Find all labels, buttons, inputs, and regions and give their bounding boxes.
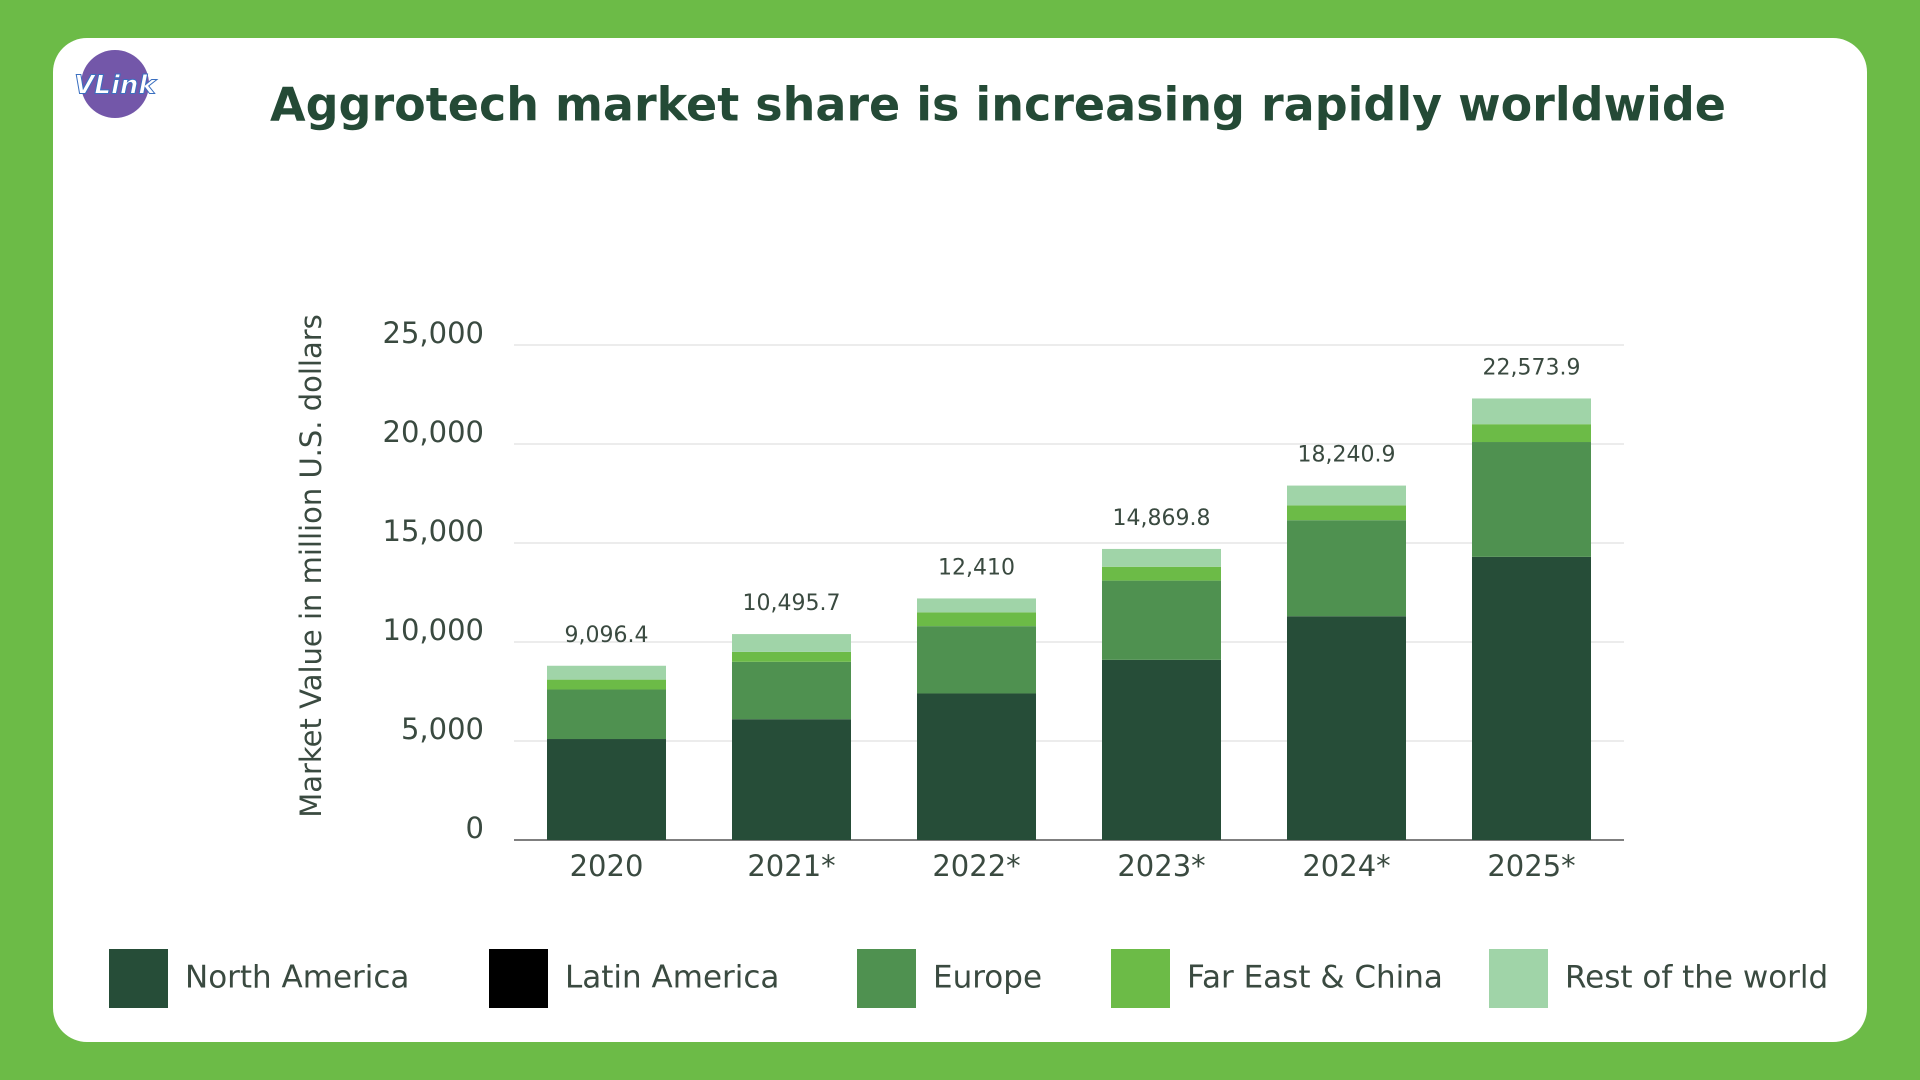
x-tick-label: 2020 bbox=[570, 849, 644, 883]
legend-label: Rest of the world bbox=[1565, 960, 1828, 996]
bar-segment bbox=[1472, 424, 1591, 443]
legend-swatch bbox=[1111, 949, 1170, 1008]
bar-segment bbox=[1287, 505, 1406, 521]
legend-label: Latin America bbox=[565, 960, 779, 996]
bar-segment bbox=[732, 719, 851, 840]
legend-swatch bbox=[857, 949, 916, 1008]
x-tick-label: 2021* bbox=[747, 849, 835, 883]
total-label: 14,869.8 bbox=[1113, 506, 1211, 531]
y-axis-label: Market Value in million U.S. dollars bbox=[294, 314, 328, 818]
bar-segment bbox=[917, 693, 1036, 840]
legend-swatch bbox=[489, 949, 548, 1008]
bar-segment bbox=[547, 739, 666, 840]
bar-segment bbox=[547, 679, 666, 690]
bar-segment bbox=[1472, 398, 1591, 425]
bar-segment bbox=[732, 661, 851, 720]
legend-swatch bbox=[109, 949, 168, 1008]
bar-segment bbox=[1102, 659, 1221, 840]
bar-segment bbox=[732, 634, 851, 652]
legend-label: Europe bbox=[933, 960, 1042, 996]
bar-segment bbox=[1287, 520, 1406, 617]
logo-text: VLink bbox=[74, 71, 157, 101]
legend-swatch bbox=[1489, 949, 1548, 1008]
bar-segment bbox=[917, 626, 1036, 694]
legend-label: Far East & China bbox=[1187, 960, 1443, 996]
x-tick-label: 2024* bbox=[1302, 849, 1390, 883]
bar-segment bbox=[917, 598, 1036, 613]
bar-segment bbox=[732, 651, 851, 662]
y-tick-label: 15,000 bbox=[383, 514, 484, 548]
logo: VLink bbox=[74, 50, 158, 118]
logo-globe bbox=[81, 50, 149, 118]
x-tick-label: 2023* bbox=[1117, 849, 1205, 883]
bar-segment bbox=[917, 612, 1036, 627]
total-label: 18,240.9 bbox=[1298, 443, 1396, 468]
legend-label: North America bbox=[185, 960, 409, 996]
bar-segment bbox=[1287, 485, 1406, 506]
bar-segment bbox=[547, 665, 666, 680]
y-tick-label: 5,000 bbox=[401, 712, 484, 746]
bar-segment bbox=[1102, 548, 1221, 567]
y-tick-label: 25,000 bbox=[383, 316, 484, 350]
y-tick-label: 10,000 bbox=[383, 613, 484, 647]
bar-segment bbox=[1102, 580, 1221, 660]
y-tick-label: 20,000 bbox=[383, 415, 484, 449]
total-label: 12,410 bbox=[938, 555, 1015, 580]
total-label: 9,096.4 bbox=[565, 623, 649, 648]
x-tick-label: 2022* bbox=[932, 849, 1020, 883]
x-tick-label: 2025* bbox=[1487, 849, 1575, 883]
bar-segment bbox=[547, 689, 666, 740]
card bbox=[53, 38, 1867, 1042]
bar-segment bbox=[1472, 556, 1591, 840]
y-tick-label: 0 bbox=[466, 811, 484, 845]
total-label: 22,573.9 bbox=[1483, 355, 1581, 380]
bar-segment bbox=[1102, 566, 1221, 581]
bar-segment bbox=[1472, 442, 1591, 557]
bar-segment bbox=[1287, 616, 1406, 840]
chart-title: Aggrotech market share is increasing rap… bbox=[270, 78, 1726, 132]
total-label: 10,495.7 bbox=[743, 591, 841, 616]
